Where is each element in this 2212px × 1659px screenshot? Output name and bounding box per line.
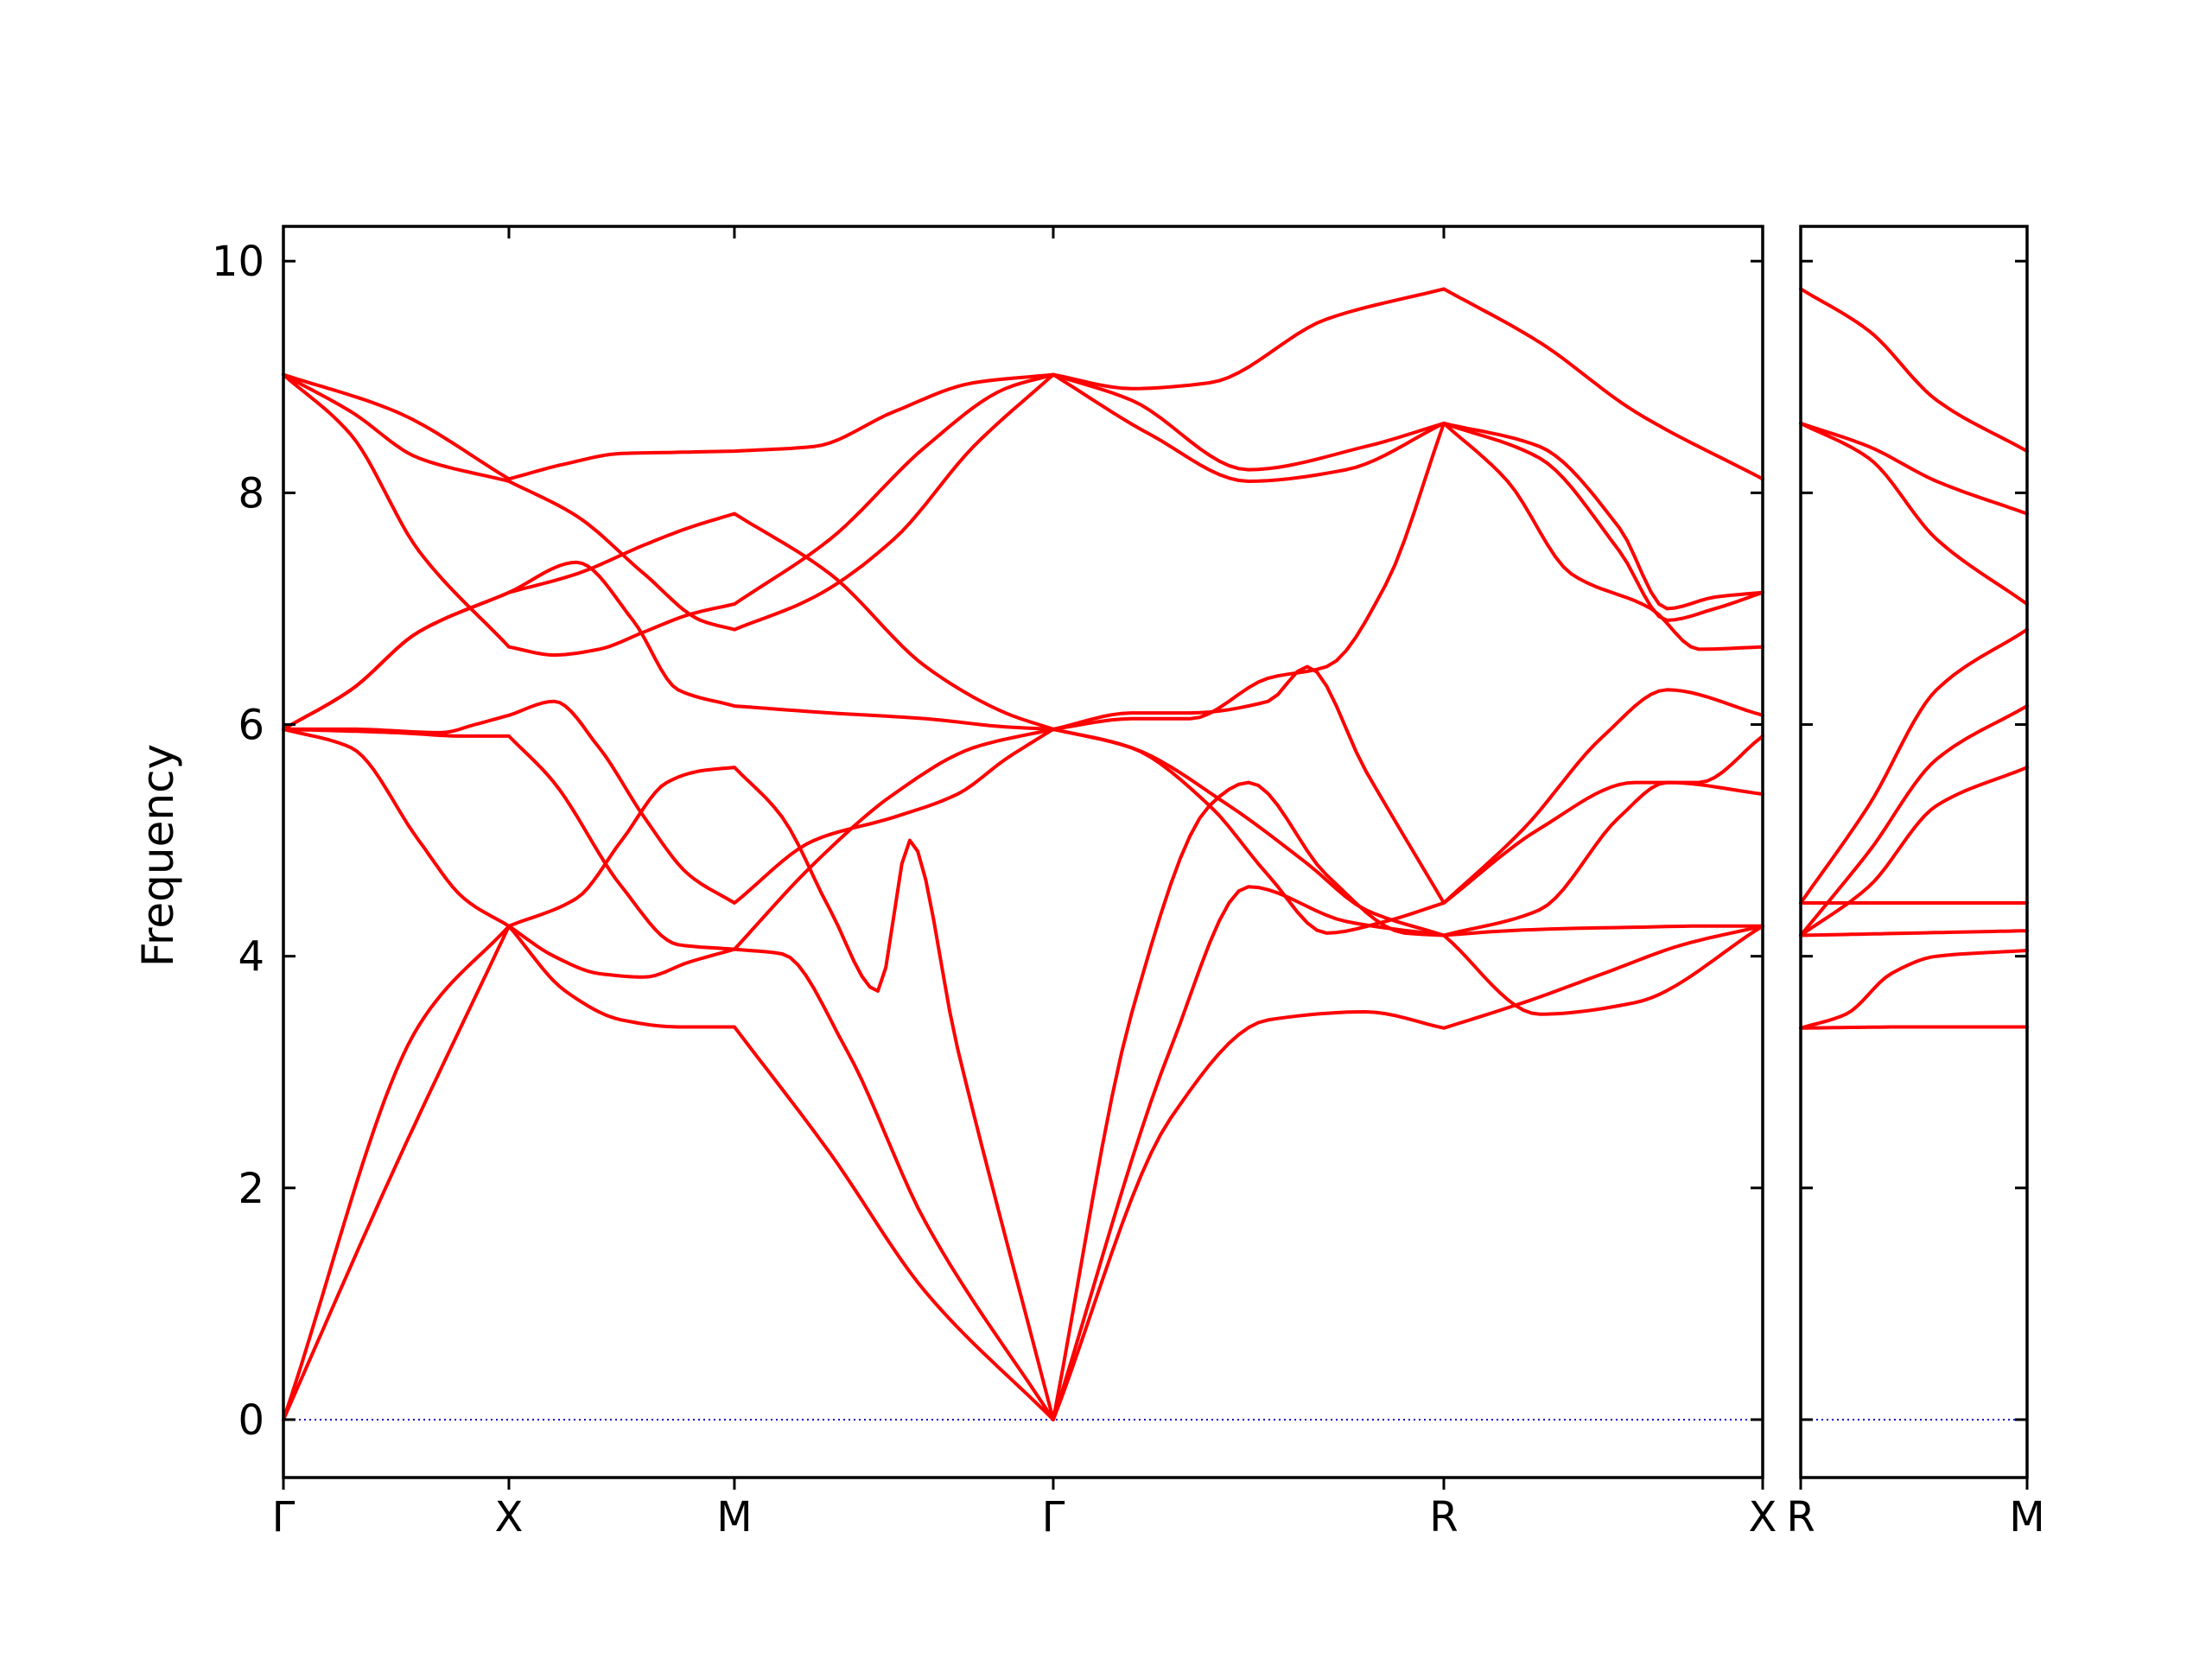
x-tick-label: M [716,1493,752,1541]
phonon-band-3 [1799,929,2029,938]
phonon-band-8 [1799,421,2029,607]
x-tick-label: Γ [272,1493,296,1541]
x-tick-label: X [495,1493,524,1541]
phonon-band-3 [282,727,1764,1421]
phonon-band-5 [1799,766,2029,938]
phonon-band-1 [282,924,1764,1421]
phonon-band-10 [1799,287,2029,454]
y-axis-label: Frequency [133,744,183,967]
y-tick-label: 0 [238,1396,264,1445]
phonon-band-5 [282,699,1764,935]
phonon-band-9 [1799,421,2029,516]
y-tick-label: 8 [238,469,264,518]
phonon-band-8 [282,372,1764,658]
x-tick-label: R [1429,1493,1458,1541]
phonon-band-2 [1799,949,2029,1030]
plot-frame [1799,225,2029,1479]
phonon-band-9 [282,372,1764,632]
y-tick-label: 6 [238,702,264,750]
phonon-band-4 [282,727,1764,951]
x-tick-label: Γ [1042,1493,1065,1541]
phonon-band-7 [1799,627,2029,905]
x-tick-label: R [1786,1493,1815,1541]
y-tick-label: 4 [238,933,264,982]
phonon-band-7 [282,421,1764,731]
phonon-band-6 [282,560,1764,905]
phonon-band-1 [1799,1025,2029,1030]
x-tick-label: X [1749,1493,1777,1541]
phonon-band-2 [282,885,1764,1421]
y-tick-label: 10 [212,238,264,286]
panel-main: 0 2 4 6 8 10 Γ X M Γ R X [212,225,1777,1541]
y-tick-label: 2 [238,1165,264,1213]
x-tick-label: M [2009,1493,2044,1541]
plot-frame [282,225,1764,1479]
phonon-band-10 [282,287,1764,481]
phonon-band-6 [1799,704,2029,938]
